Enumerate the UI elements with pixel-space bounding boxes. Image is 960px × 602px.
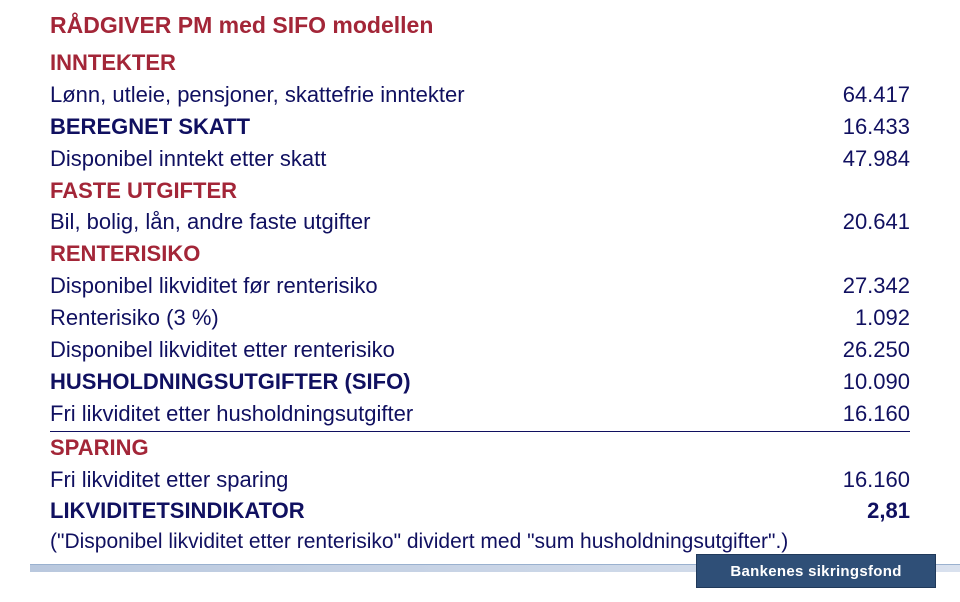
row-value: 16.160 <box>820 464 910 496</box>
row-label: LIKVIDITETSINDIKATOR <box>50 495 305 527</box>
row-fixed-1: Bil, bolig, lån, andre faste utgifter 20… <box>50 206 910 238</box>
row-value: 2,81 <box>820 495 910 527</box>
row-income-1: Lønn, utleie, pensjoner, skattefrie innt… <box>50 79 910 111</box>
row-value: 20.641 <box>820 206 910 238</box>
row-value: 26.250 <box>820 334 910 366</box>
row-indicator-1: LIKVIDITETSINDIKATOR 2,81 <box>50 495 910 527</box>
row-label: Disponibel likviditet før renterisiko <box>50 270 378 302</box>
row-label: Fri likviditet etter husholdningsutgifte… <box>50 398 413 430</box>
row-income-3: Disponibel inntekt etter skatt 47.984 <box>50 143 910 175</box>
section-income-heading: INNTEKTER <box>50 47 910 79</box>
row-value: 10.090 <box>820 366 910 398</box>
row-household-2: Fri likviditet etter husholdningsutgifte… <box>50 398 910 432</box>
row-value: 64.417 <box>820 79 910 111</box>
row-label: Bil, bolig, lån, andre faste utgifter <box>50 206 370 238</box>
footer-badge: Bankenes sikringsfond <box>696 554 936 588</box>
slide-footer: Bankenes sikringsfond <box>0 546 960 602</box>
row-household-1: HUSHOLDNINGSUTGIFTER (SIFO) 10.090 <box>50 366 910 398</box>
row-saving-1: Fri likviditet etter sparing 16.160 <box>50 464 910 496</box>
row-label: BEREGNET SKATT <box>50 111 250 143</box>
row-value: 16.160 <box>820 398 910 430</box>
section-risk-heading: RENTERISIKO <box>50 238 910 270</box>
section-fixed-heading: FASTE UTGIFTER <box>50 175 910 207</box>
row-value: 27.342 <box>820 270 910 302</box>
row-label: Disponibel inntekt etter skatt <box>50 143 326 175</box>
row-label: HUSHOLDNINGSUTGIFTER (SIFO) <box>50 366 411 398</box>
row-label: Disponibel likviditet etter renterisiko <box>50 334 395 366</box>
row-value: 1.092 <box>820 302 910 334</box>
row-value: 47.984 <box>820 143 910 175</box>
row-label: Lønn, utleie, pensjoner, skattefrie innt… <box>50 79 465 111</box>
row-risk-3: Disponibel likviditet etter renterisiko … <box>50 334 910 366</box>
row-risk-1: Disponibel likviditet før renterisiko 27… <box>50 270 910 302</box>
footer-badge-text: Bankenes sikringsfond <box>730 563 901 580</box>
row-risk-2: Renterisiko (3 %) 1.092 <box>50 302 910 334</box>
row-income-2: BEREGNET SKATT 16.433 <box>50 111 910 143</box>
row-value: 16.433 <box>820 111 910 143</box>
row-label: Fri likviditet etter sparing <box>50 464 288 496</box>
row-label: Renterisiko (3 %) <box>50 302 219 334</box>
section-saving-heading: SPARING <box>50 432 910 464</box>
slide-content: RÅDGIVER PM med SIFO modellen INNTEKTER … <box>0 0 960 558</box>
slide-title: RÅDGIVER PM med SIFO modellen <box>50 12 910 39</box>
